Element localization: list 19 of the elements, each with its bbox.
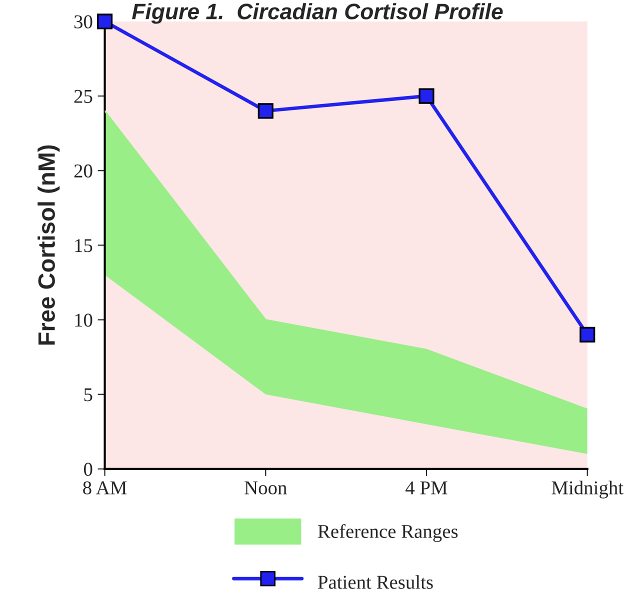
point xyxy=(418,88,434,104)
y-tick-label: 25 xyxy=(74,90,92,103)
x-tick-label: Midnight xyxy=(552,480,624,498)
chart-title: Figure 1. Circadian Cortisol Profile xyxy=(132,3,503,24)
point xyxy=(580,326,596,342)
x-tick-label: Noon xyxy=(244,482,287,494)
y-axis-title: Free Cortisol (nM) xyxy=(38,145,60,345)
y-tick-label: 20 xyxy=(74,164,92,178)
legend-label: Reference Ranges xyxy=(318,524,458,542)
y-tick-label: 0 xyxy=(84,462,92,476)
x-tick-label: 4 PM xyxy=(406,481,448,494)
y-tick-label: 5 xyxy=(84,388,92,402)
point xyxy=(258,103,274,119)
y-tick-label: 15 xyxy=(75,239,92,252)
point xyxy=(96,14,113,30)
legend-label: Patient Results xyxy=(318,575,433,589)
x-tick-label: 8 AM xyxy=(83,481,127,494)
y-tick-label: 10 xyxy=(75,314,92,327)
y-tick-label: 30 xyxy=(74,15,92,28)
